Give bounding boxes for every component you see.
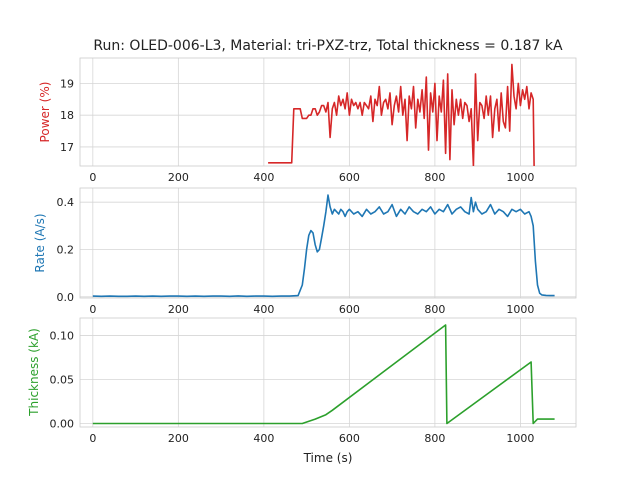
power-xtick-label: 600	[339, 171, 360, 184]
power-xtick-label: 1000	[506, 171, 534, 184]
thickness-xtick-label: 800	[424, 432, 445, 445]
thickness-ytick-label: 0.10	[50, 330, 75, 343]
rate-ylabel: Rate (A/s)	[33, 213, 47, 272]
thickness-xtick-label: 400	[253, 432, 274, 445]
rate-ytick-label: 0.0	[57, 291, 75, 304]
rate-xtick-label: 600	[339, 303, 360, 316]
power-ytick-label: 17	[60, 141, 74, 154]
figure-title: Run: OLED-006-L3, Material: tri-PXZ-trz,…	[93, 38, 563, 54]
power-panel: Power (%) 0 200 400 600 800 1000 17 18 19	[38, 57, 577, 184]
power-xtick-label: 400	[253, 171, 274, 184]
rate-ytick-label: 0.4	[57, 196, 75, 209]
thickness-xtick-label: 1000	[506, 432, 534, 445]
thickness-ytick-label: 0.00	[50, 417, 75, 430]
rate-xtick-label: 1000	[506, 303, 534, 316]
rate-xtick-label: 800	[424, 303, 445, 316]
thickness-xtick-label: 200	[168, 432, 189, 445]
power-series-line	[268, 63, 535, 166]
thickness-panel: Thickness (kA) Time (s) 0 200 400 600 800 100…	[27, 317, 577, 465]
thickness-ylabel: Thickness (kA)	[27, 328, 41, 417]
rate-panel: Rate (A/s) 0 200 400 600 800 1000 0.0 0.2 0.4	[33, 187, 577, 316]
time-xlabel: Time (s)	[303, 451, 353, 465]
thickness-ytick-label: 0.05	[50, 374, 75, 387]
rate-xtick-label: 400	[253, 303, 274, 316]
power-plot-area	[79, 57, 577, 167]
thickness-xtick-label: 600	[339, 432, 360, 445]
rate-series-line	[92, 194, 555, 298]
thickness-xtick-label: 0	[89, 432, 96, 445]
power-xtick-label: 0	[89, 171, 96, 184]
rate-xtick-label: 200	[168, 303, 189, 316]
power-ytick-label: 19	[60, 77, 74, 90]
thickness-plot-area	[79, 317, 577, 428]
rate-ytick-label: 0.2	[57, 244, 75, 257]
power-xtick-label: 200	[168, 171, 189, 184]
rate-xtick-label: 0	[89, 303, 96, 316]
power-xtick-label: 800	[424, 171, 445, 184]
thickness-series-line	[92, 324, 555, 425]
rate-plot-area	[79, 187, 577, 299]
power-ylabel: Power (%)	[38, 82, 52, 143]
power-ytick-label: 18	[60, 109, 74, 122]
